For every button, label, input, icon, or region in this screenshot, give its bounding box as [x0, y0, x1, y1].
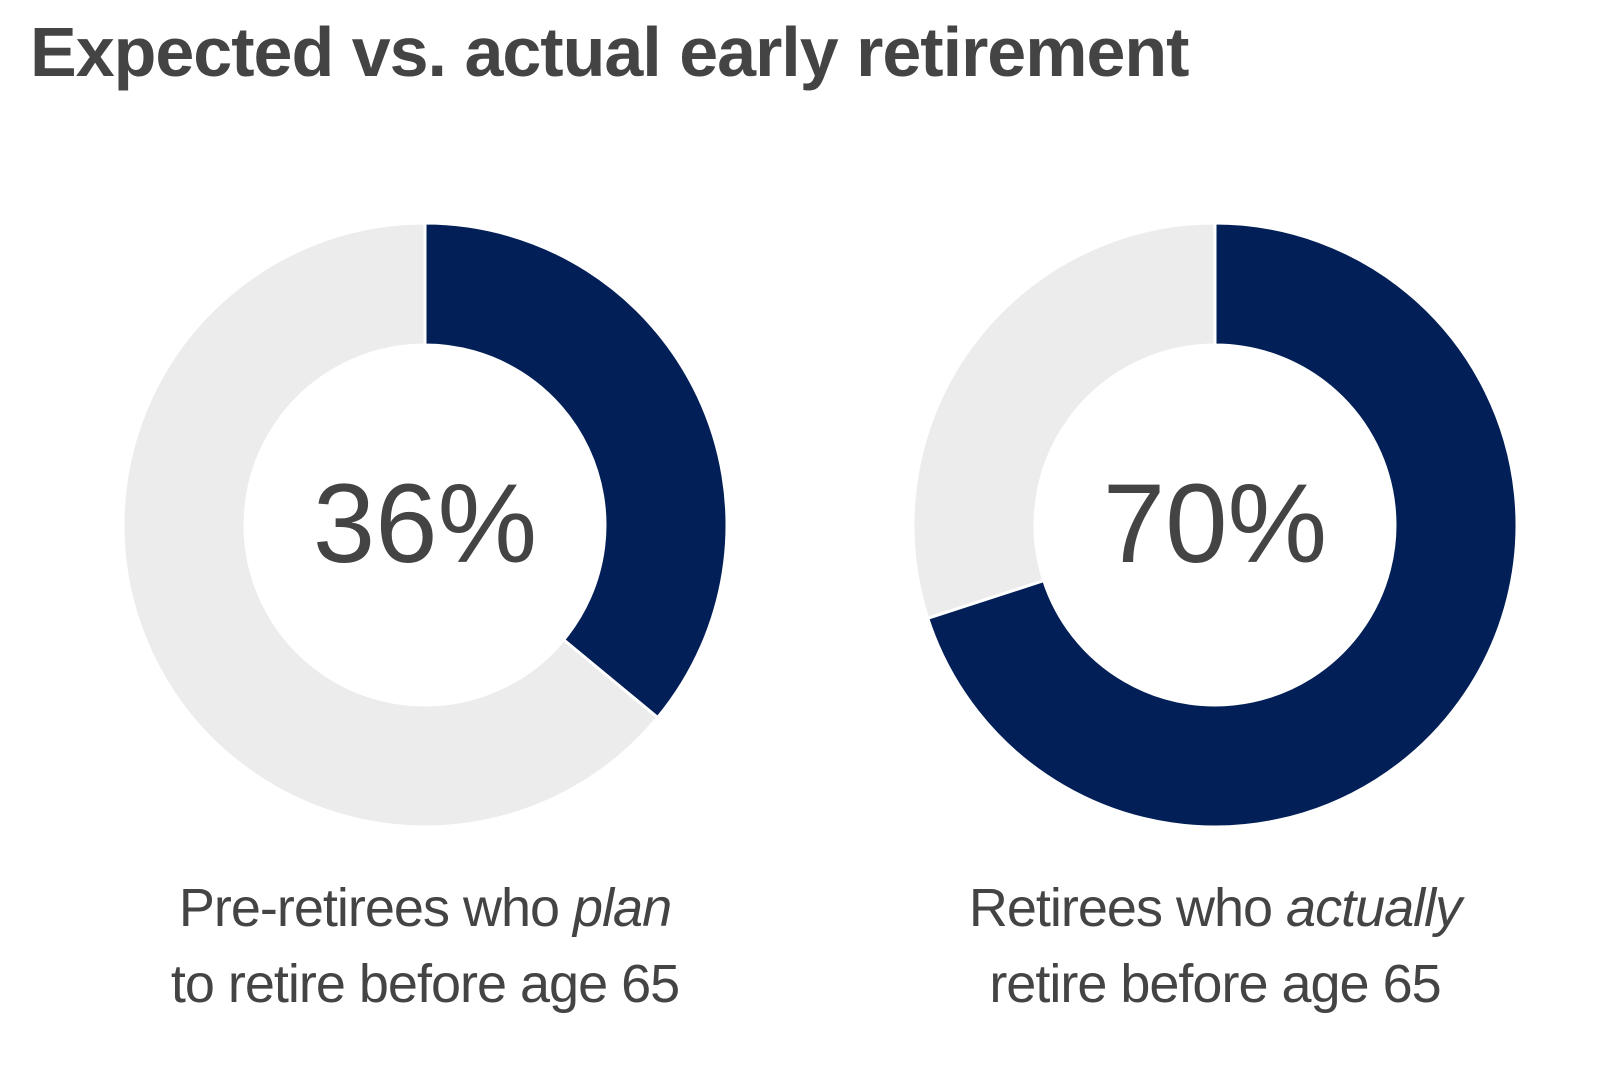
- donut-caption-retirees: Retirees who actually retire before age …: [865, 870, 1565, 1022]
- caption-text-line-2: to retire before age 65: [170, 954, 680, 1014]
- donut-chart-retirees: 70%: [911, 221, 1519, 829]
- donut-panel-pre-retirees: 36% Pre-retirees who plan to retire befo…: [75, 200, 775, 1060]
- chart-title: Expected vs. actual early retirement: [30, 13, 1189, 91]
- donut-segment-value: [925, 221, 1519, 829]
- caption-text: Retirees who: [968, 878, 1287, 938]
- caption-emphasis: actually: [1286, 878, 1462, 938]
- caption-text-line-2: retire before age 65: [989, 954, 1441, 1014]
- donut-panel-retirees: 70% Retirees who actually retire before …: [865, 200, 1565, 1060]
- donut-segment-remainder: [121, 221, 660, 829]
- donut-chart-pre-retirees: 36%: [121, 221, 729, 829]
- donut-caption-pre-retirees: Pre-retirees who plan to retire before a…: [75, 870, 775, 1022]
- donut-value-label: 70%: [1103, 461, 1327, 586]
- caption-emphasis: plan: [573, 878, 672, 938]
- caption-text: Pre-retirees who: [178, 878, 574, 938]
- donut-value-label: 36%: [313, 461, 537, 586]
- donut-segment-remainder: [911, 221, 1217, 621]
- donut-segment-value: [423, 221, 729, 720]
